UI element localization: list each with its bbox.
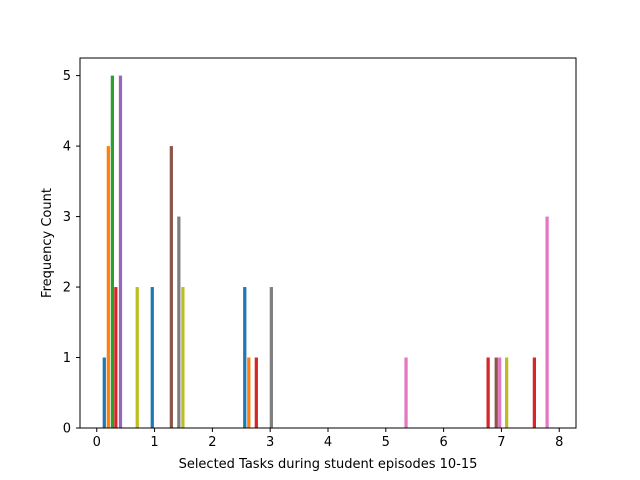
bar-14 [404,357,408,428]
y-tick-label: 4 [63,140,71,155]
x-axis-label: Selected Tasks during student episodes 1… [179,457,478,472]
bar-3 [114,287,118,428]
bar-8 [177,216,181,428]
y-tick-label: 2 [63,281,71,296]
bar-17 [498,357,502,428]
bar-19 [532,357,536,428]
bar-9 [181,287,185,428]
bars-group [102,75,549,429]
y-tick-label: 3 [63,210,71,225]
bar-13 [269,287,273,428]
bar-18 [505,357,509,428]
bar-11 [247,357,251,428]
y-tick-label: 1 [63,351,71,366]
bar-15 [486,357,490,428]
bar-7 [169,146,173,428]
y-axis-label: Frequency Count [40,188,55,298]
y-tick-label: 5 [63,69,71,84]
x-tick-label: 8 [555,435,563,450]
bar-6 [150,287,154,428]
x-axis-ticks: 0 1 2 3 4 5 6 7 8 [93,428,563,450]
bar-1 [106,146,110,428]
x-tick-label: 3 [266,435,274,450]
bar-4 [118,75,123,429]
bar-5 [135,287,139,428]
x-tick-label: 6 [439,435,447,450]
bar-12 [254,357,258,428]
x-tick-label: 4 [324,435,332,450]
x-tick-label: 2 [208,435,216,450]
bar-0 [102,357,106,428]
bar-10 [243,287,247,428]
plot-frame [79,57,577,429]
bar-2 [110,75,114,429]
bar-16 [494,357,498,428]
x-tick-label: 5 [382,435,390,450]
y-tick-label: 0 [63,422,71,437]
y-axis-ticks: 0 1 2 3 4 5 [63,69,80,437]
x-tick-label: 0 [93,435,101,450]
x-tick-label: 7 [497,435,505,450]
x-tick-label: 1 [150,435,158,450]
bar-20 [545,216,549,428]
